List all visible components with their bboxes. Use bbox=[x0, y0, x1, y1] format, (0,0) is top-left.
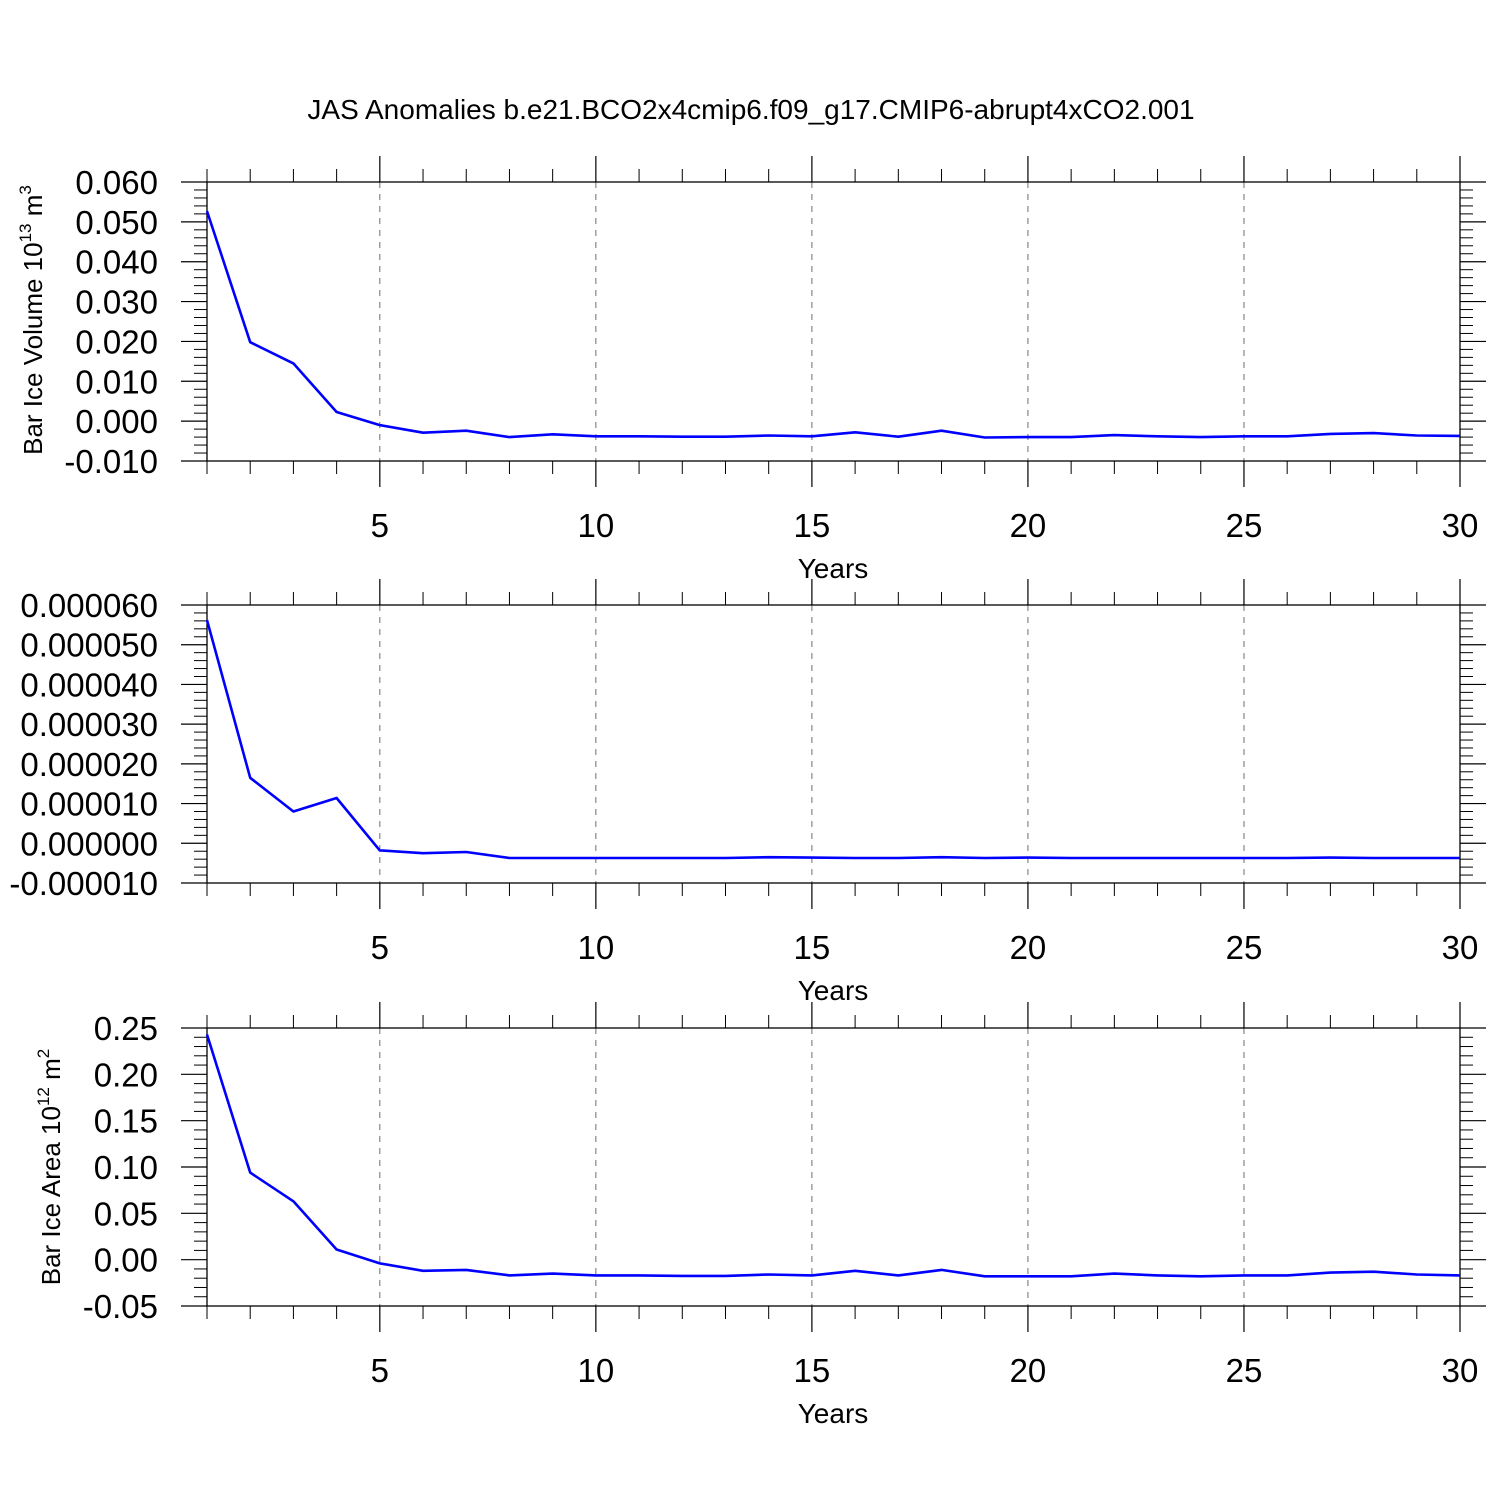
y-tick-label: 0.05 bbox=[94, 1195, 158, 1232]
y-tick-label: 0.00 bbox=[94, 1242, 158, 1279]
y-tick-label: 0.000040 bbox=[20, 666, 158, 703]
y-axis-label-unit: m bbox=[36, 1058, 66, 1087]
y-tick-label: 0.010 bbox=[75, 363, 158, 400]
y-tick-label: 0.000 bbox=[75, 403, 158, 440]
x-tick-label: 10 bbox=[578, 1352, 615, 1389]
y-axis-label-main: Bar Ice Volume 10 bbox=[18, 242, 48, 454]
y-tick-label: 0.000060 bbox=[20, 587, 158, 624]
x-tick-label: 10 bbox=[578, 507, 615, 544]
series-line bbox=[205, 210, 1461, 439]
series-line bbox=[205, 1034, 1461, 1278]
y-tick-label: 0.000020 bbox=[20, 746, 158, 783]
x-tick-label: 15 bbox=[794, 1352, 831, 1389]
y-axis-label-exponent: 12 bbox=[34, 1087, 53, 1106]
x-tick-label: 15 bbox=[794, 507, 831, 544]
x-tick-label: 30 bbox=[1442, 507, 1479, 544]
x-axis-label: Years bbox=[798, 1398, 869, 1429]
y-tick-label: -0.000010 bbox=[9, 865, 158, 902]
x-tick-label: 20 bbox=[1010, 1352, 1047, 1389]
y-tick-label: -0.010 bbox=[64, 443, 158, 480]
x-tick-label: 25 bbox=[1226, 1352, 1263, 1389]
figure-title: JAS Anomalies b.e21.BCO2x4cmip6.f09_g17.… bbox=[307, 94, 1194, 125]
y-axis-label-main: Bar Ice Area 10 bbox=[36, 1106, 66, 1285]
y-tick-label: 0.030 bbox=[75, 284, 158, 321]
y-tick-label: 0.000030 bbox=[20, 706, 158, 743]
y-tick-label: 0.040 bbox=[75, 244, 158, 281]
chart-panel-2: 5 10 15 20 25 30-0.0000100.0000000.0000100.00… bbox=[9, 579, 1486, 1006]
y-tick-label: 0.020 bbox=[75, 323, 158, 360]
series-line bbox=[205, 619, 1460, 860]
plot-frame bbox=[206, 1027, 1461, 1307]
x-tick-label: 5 bbox=[371, 507, 389, 544]
x-tick-label: 10 bbox=[578, 929, 615, 966]
x-axis-label: Years bbox=[798, 553, 869, 584]
y-axis-label-unit-exponent: 2 bbox=[34, 1049, 53, 1058]
y-tick-label: 0.15 bbox=[94, 1103, 158, 1140]
y-tick-label: -0.05 bbox=[83, 1288, 158, 1325]
y-axis-label: Bar Ice Volume 1013 m3 bbox=[16, 185, 48, 455]
plot-frame bbox=[206, 604, 1461, 884]
y-tick-label: 0.000050 bbox=[20, 627, 158, 664]
y-tick-label: 0.25 bbox=[94, 1010, 158, 1047]
y-tick-label: 0.10 bbox=[94, 1149, 158, 1186]
x-tick-label: 25 bbox=[1226, 929, 1263, 966]
x-tick-label: 30 bbox=[1442, 1352, 1479, 1389]
y-axis-label: Bar Ice Area 1012 m2 bbox=[34, 1049, 66, 1286]
x-tick-label: 15 bbox=[794, 929, 831, 966]
x-axis-label: Years bbox=[798, 975, 869, 1006]
x-tick-label: 5 bbox=[371, 1352, 389, 1389]
y-axis-label-exponent: 13 bbox=[16, 223, 35, 242]
plot-frame bbox=[206, 181, 1461, 462]
x-tick-label: 20 bbox=[1010, 929, 1047, 966]
y-tick-label: 0.000000 bbox=[20, 825, 158, 862]
y-axis-label-unit-exponent: 3 bbox=[16, 185, 35, 194]
panels: 5 10 15 20 25 30-0.0100.0000.0100.0200.0300.0… bbox=[9, 156, 1486, 1429]
y-axis-label-unit: m bbox=[18, 195, 48, 224]
chart-panel-3: 5 10 15 20 25 30 -0.05 0.00 0.05 0.10 0.15 0.20 0.25… bbox=[34, 1002, 1486, 1429]
x-tick-label: 5 bbox=[371, 929, 389, 966]
y-tick-label: 0.050 bbox=[75, 204, 158, 241]
x-tick-label: 30 bbox=[1442, 929, 1479, 966]
y-tick-label: 0.20 bbox=[94, 1056, 158, 1093]
x-tick-label: 25 bbox=[1226, 507, 1263, 544]
y-tick-label: 0.060 bbox=[75, 164, 158, 201]
x-tick-label: 20 bbox=[1010, 507, 1047, 544]
chart-panel-1: 5 10 15 20 25 30-0.0100.0000.0100.0200.0300.0… bbox=[16, 156, 1486, 584]
y-tick-label: 0.000010 bbox=[20, 786, 158, 823]
